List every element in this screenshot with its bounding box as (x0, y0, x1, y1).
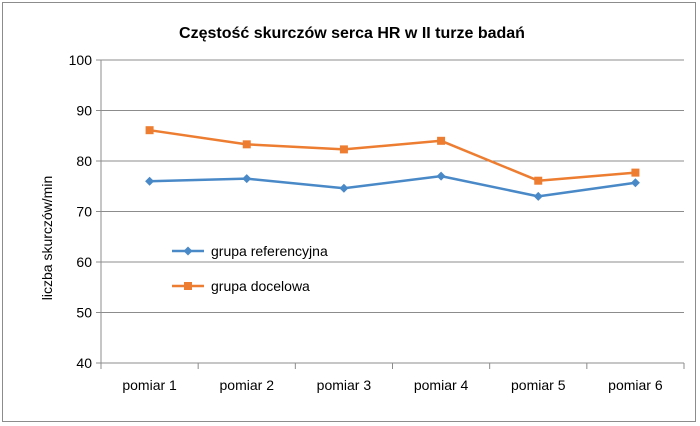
y-tick-label: 40 (76, 355, 92, 371)
y-tick-label: 90 (76, 103, 92, 119)
series-line-2 (149, 128, 636, 182)
series-group (145, 126, 640, 201)
data-point (631, 168, 640, 177)
data-point (630, 178, 640, 188)
data-point (242, 140, 251, 149)
x-tick-label: pomiar 3 (317, 377, 372, 393)
y-tick-label: 60 (76, 254, 92, 270)
legend-label: grupa docelowa (211, 278, 310, 294)
data-point (339, 145, 348, 154)
legend-marker (183, 246, 193, 256)
y-tick-label: 100 (69, 52, 93, 68)
data-point (145, 176, 155, 186)
axes (100, 60, 685, 369)
gridlines (96, 59, 684, 364)
data-point (534, 176, 543, 185)
data-point (533, 191, 543, 201)
data-point (436, 171, 446, 181)
chart-title: Częstość skurczów serca HR w II turze ba… (179, 25, 525, 42)
data-point (339, 183, 349, 193)
data-point (242, 174, 252, 184)
y-tick-label: 70 (76, 204, 92, 220)
legend-marker (184, 282, 192, 290)
series-line-1 (149, 174, 636, 198)
x-tick-labels: pomiar 1 pomiar 2 pomiar 3 pomiar 4 pomiar 5… (122, 377, 663, 393)
data-point (437, 136, 446, 145)
x-tick-label: pomiar 1 (122, 377, 177, 393)
data-point (145, 126, 154, 135)
y-tick-label: 80 (76, 153, 92, 169)
y-tick-labels: 40 50 60 70 80 90 100 (69, 52, 93, 371)
legend: grupa referencyjna grupa docelowa (172, 243, 328, 294)
x-tick-label: pomiar 4 (414, 377, 469, 393)
x-tick-label: pomiar 6 (608, 377, 663, 393)
y-axis-label: liczba skurczów/min (39, 176, 55, 300)
y-tick-label: 50 (76, 305, 92, 321)
legend-label: grupa referencyjna (211, 243, 328, 259)
x-tick-label: pomiar 5 (511, 377, 566, 393)
x-tick-label: pomiar 2 (220, 377, 275, 393)
